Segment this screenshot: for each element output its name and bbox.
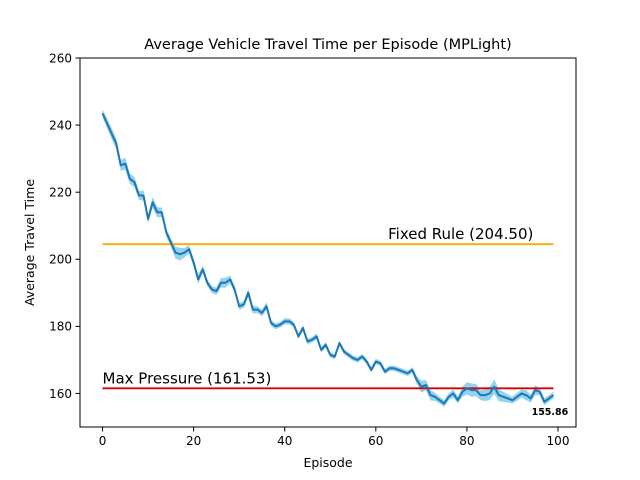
y-tick-label: 220 xyxy=(49,185,72,199)
y-tick-label: 260 xyxy=(49,51,72,65)
y-axis-label: Average Travel Time xyxy=(22,179,37,306)
series-line-mplight xyxy=(101,112,555,405)
x-tick-label: 40 xyxy=(277,434,292,448)
x-axis: 0 20 40 60 80 100 xyxy=(99,427,570,448)
x-tick-label: 0 xyxy=(99,434,107,448)
x-tick-label: 100 xyxy=(547,434,570,448)
x-tick-label: 20 xyxy=(186,434,201,448)
plot-frame xyxy=(79,57,577,428)
plot-content: Fixed Rule (204.50) Max Pressure (161.53)… xyxy=(101,109,569,418)
y-tick-label: 240 xyxy=(49,118,72,132)
y-tick-label: 200 xyxy=(49,253,72,267)
y-axis: 160 180 200 220 240 260 xyxy=(49,51,80,401)
x-axis-label: Episode xyxy=(303,455,352,470)
y-tick-label: 160 xyxy=(49,387,72,401)
x-tick-label: 60 xyxy=(368,434,383,448)
y-tick-label: 180 xyxy=(49,320,72,334)
reference-label-max-pressure: Max Pressure (161.53) xyxy=(103,369,272,387)
reference-label-fixed-rule: Fixed Rule (204.50) xyxy=(388,225,533,243)
chart-title: Average Vehicle Travel Time per Episode … xyxy=(144,37,511,53)
confidence-band xyxy=(102,109,554,407)
data-label-final: 155.86 xyxy=(532,407,569,418)
x-tick-label: 80 xyxy=(459,434,474,448)
